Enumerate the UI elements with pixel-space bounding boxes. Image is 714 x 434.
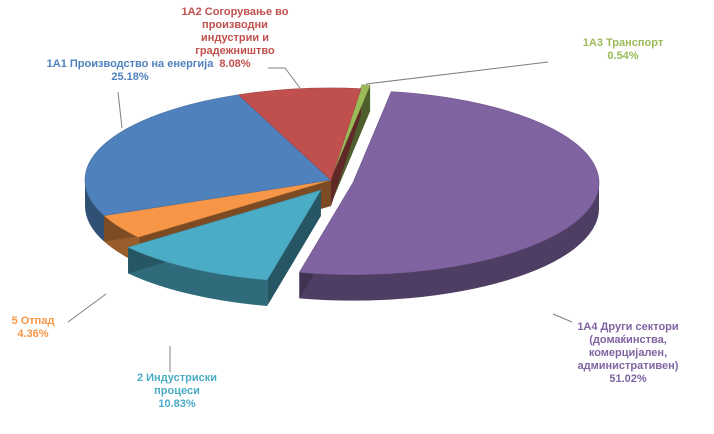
label-1a4-line-1: 1А4 Други сектори: [577, 321, 679, 333]
label-5-value: 4.36%: [17, 328, 49, 340]
label-1a1-value: 25.18%: [111, 71, 149, 83]
label-1a3-value: 0.54%: [607, 50, 639, 62]
leader-s1a1: [117, 91, 123, 129]
label-1a2-line-4: градежништво: [195, 45, 275, 57]
label-1a4-line-4: административен): [577, 360, 679, 372]
leader-s1a3: [365, 61, 549, 85]
label-2-line-1: 2 Индустриски: [136, 372, 218, 384]
leader-s1a4: [552, 313, 573, 323]
label-1a4-line-3: комерцијален,: [588, 347, 668, 359]
label-1a4-line-2: (домаќинства,: [589, 334, 667, 346]
leader-s5: [67, 293, 107, 323]
label-1a1: 1А1 Производство на енергија 25.18%: [10, 58, 250, 84]
leader-s1a2: [268, 67, 301, 89]
slice-side-s1a4: [299, 182, 600, 301]
label-1a2-line-3: индустрии и: [201, 32, 269, 44]
label-1a3-line-1: 1А3 Транспорт: [582, 37, 664, 49]
label-1a4: 1А4 Други сектори (домаќинства, комерциј…: [548, 321, 708, 386]
label-1a2-value: 8.08%: [219, 58, 251, 70]
slice-s1a3: [331, 84, 371, 177]
pie-tops: [84, 84, 600, 281]
label-2-value: 10.83%: [158, 398, 196, 410]
label-1a3: 1А3 Транспорт 0.54%: [548, 37, 698, 63]
label-1a2-line-1: 1А2 Согорување во: [181, 6, 289, 18]
slice-s1a1: [84, 94, 332, 216]
label-2-line-2: процеси: [154, 385, 200, 397]
slice-side-s1a1: [85, 180, 105, 242]
slice-s1a2: [237, 87, 362, 181]
label-1a2-line-2: производни: [202, 19, 268, 31]
label-5: 5 Отпад 4.36%: [0, 315, 66, 341]
label-2: 2 Индустриски процеси 10.83%: [112, 372, 242, 411]
slice-s2: [127, 189, 322, 281]
label-5-line-1: 5 Отпад: [11, 315, 55, 327]
label-1a2: 1А2 Согорување во производни индустрии и…: [170, 6, 300, 71]
slice-s1a4: [298, 91, 600, 275]
label-1a1-line-1: 1А1 Производство на енергија: [46, 58, 214, 70]
label-1a4-value: 51.02%: [609, 373, 647, 385]
leader-lines: [67, 61, 573, 372]
